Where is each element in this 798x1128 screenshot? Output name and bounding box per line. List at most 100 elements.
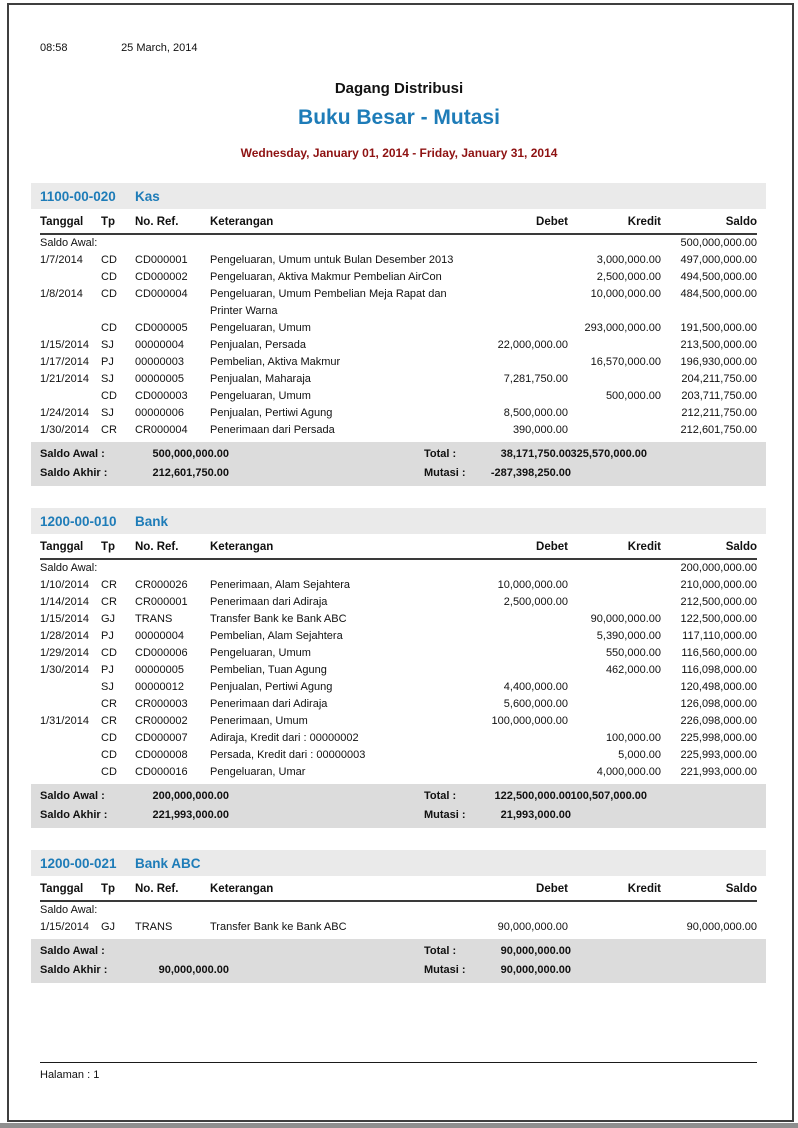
footer-divider: [40, 1062, 757, 1063]
cell-debet: [470, 286, 568, 320]
transaction-row: 1/17/2014 PJ 00000003 Pembelian, Aktiva …: [40, 354, 757, 371]
summary-saldo-awal-value: 200,000,000.00: [152, 790, 229, 802]
cell-ref: TRANS: [135, 613, 173, 625]
transaction-row: 1/15/2014 GJ TRANS Transfer Bank ke Bank…: [40, 919, 757, 936]
summary-row-2: Saldo Akhir : 212,601,750.00 Mutasi : -2…: [40, 464, 757, 483]
cell-kredit: 16,570,000.00: [590, 356, 661, 368]
cell-kredit: 100,000.00: [605, 732, 661, 744]
cell-tp: CD: [101, 288, 117, 300]
cell-ref: CR000001: [135, 596, 188, 608]
summary-mutasi-value: -287,398,250.00: [490, 467, 571, 479]
summary-mutasi-label: Mutasi :: [424, 964, 466, 976]
cell-tp: PJ: [101, 356, 114, 368]
account-name: Kas: [135, 188, 160, 204]
cell-keterangan: Penerimaan dari Adiraja: [210, 596, 328, 608]
cell-ref: 00000005: [135, 664, 184, 676]
col-tanggal: Tanggal: [40, 883, 84, 895]
summary-total-label: Total :: [424, 448, 457, 460]
opening-balance-saldo: 200,000,000.00: [680, 562, 757, 574]
table-header-row: Tanggal Tp No. Ref. Keterangan Debet Kre…: [40, 211, 757, 235]
cell-saldo: 213,500,000.00: [680, 339, 757, 351]
cell-keterangan: Pengeluaran, Umum untuk Bulan Desember 2…: [210, 254, 454, 266]
cell-debet: [470, 269, 568, 286]
cell-ref: CR000002: [135, 715, 188, 727]
summary-saldo-akhir-value: 212,601,750.00: [152, 467, 229, 479]
cell-kredit: [568, 679, 661, 696]
cell-debet: [470, 320, 568, 337]
cell-kredit: [568, 422, 661, 439]
cell-tanggal: 1/30/2014: [40, 424, 89, 436]
summary-mutasi-label: Mutasi :: [424, 809, 466, 821]
opening-balance-row: Saldo Awal:: [40, 902, 757, 919]
table-header-row: Tanggal Tp No. Ref. Keterangan Debet Kre…: [40, 536, 757, 560]
cell-keterangan: Penjualan, Pertiwi Agung: [210, 681, 333, 693]
transaction-row: 1/14/2014 CR CR000001 Penerimaan dari Ad…: [40, 594, 757, 611]
cell-kredit: 5,390,000.00: [596, 630, 661, 642]
cell-debet: [470, 730, 568, 747]
cell-debet: 4,400,000.00: [503, 681, 568, 693]
account-code: 1100-00-020: [40, 188, 116, 204]
transaction-rows: 1/10/2014 CR CR000026 Penerimaan, Alam S…: [40, 577, 757, 781]
opening-balance-label: Saldo Awal:: [40, 562, 98, 574]
cell-ref: 00000005: [135, 373, 184, 385]
cell-saldo: 196,930,000.00: [680, 356, 757, 368]
cell-tanggal: 1/7/2014: [40, 254, 83, 266]
page-bottom-edge: [0, 1123, 798, 1128]
col-ref: No. Ref.: [135, 541, 179, 553]
cell-kredit: [568, 371, 661, 388]
cell-saldo: 221,993,000.00: [680, 766, 757, 778]
cell-keterangan: Persada, Kredit dari : 00000003: [210, 749, 366, 761]
summary-row-1: Saldo Awal : 500,000,000.00 Total : 38,1…: [40, 445, 757, 464]
col-debet: Debet: [536, 216, 568, 228]
cell-tp: SJ: [101, 681, 114, 693]
cell-ref: CD000005: [135, 322, 188, 334]
cell-kredit: 462,000.00: [605, 664, 661, 676]
cell-saldo: 120,498,000.00: [680, 681, 757, 693]
cell-ref: CD000002: [135, 271, 188, 283]
account-header-band: 1100-00-020 Kas: [31, 183, 766, 209]
transaction-rows: 1/15/2014 GJ TRANS Transfer Bank ke Bank…: [40, 919, 757, 936]
cell-keterangan: Pengeluaran, Umum Pembelian Meja Rapat d…: [210, 288, 447, 317]
account-name: Bank: [135, 513, 169, 529]
cell-keterangan: Transfer Bank ke Bank ABC: [210, 921, 347, 933]
cell-tanggal: [40, 747, 101, 764]
cell-tp: CD: [101, 271, 117, 283]
cell-ref: 00000003: [135, 356, 184, 368]
cell-keterangan: Pengeluaran, Aktiva Makmur Pembelian Air…: [210, 271, 442, 283]
summary-row-1: Saldo Awal : Total : 90,000,000.00: [40, 942, 757, 961]
summary-saldo-awal-label: Saldo Awal :: [40, 448, 105, 460]
transaction-row: 1/8/2014 CD CD000004 Pengeluaran, Umum P…: [40, 286, 757, 320]
cell-tp: CD: [101, 732, 117, 744]
cell-tp: SJ: [101, 373, 114, 385]
cell-debet: 22,000,000.00: [497, 339, 568, 351]
account-section: 1200-00-021 Bank ABC Tanggal Tp No. Ref.…: [31, 850, 766, 983]
page-number: Halaman : 1: [40, 1069, 100, 1081]
cell-ref: CD000001: [135, 254, 188, 266]
cell-kredit: [568, 919, 661, 936]
company-name: Dagang Distribusi: [334, 80, 464, 97]
cell-debet: [470, 611, 568, 628]
cell-debet: 5,600,000.00: [503, 698, 568, 710]
print-meta: 08:58 25 March, 2014: [40, 42, 198, 54]
cell-tp: SJ: [101, 407, 114, 419]
cell-ref: 00000004: [135, 630, 184, 642]
transaction-row: CD CD000016 Pengeluaran, Umar 4,000,000.…: [40, 764, 757, 781]
summary-saldo-akhir-label: Saldo Akhir :: [40, 809, 108, 821]
cell-kredit: [568, 405, 661, 422]
transaction-row: 1/10/2014 CR CR000026 Penerimaan, Alam S…: [40, 577, 757, 594]
cell-tanggal: [40, 764, 101, 781]
cell-saldo: 122,500,000.00: [680, 613, 757, 625]
cell-kredit: 3,000,000.00: [596, 254, 661, 266]
cell-debet: [470, 662, 568, 679]
transaction-row: CR CR000003 Penerimaan dari Adiraja 5,60…: [40, 696, 757, 713]
account-header-band: 1200-00-010 Bank: [31, 508, 766, 534]
col-debet: Debet: [536, 541, 568, 553]
cell-kredit: [568, 337, 661, 354]
cell-saldo: 116,560,000.00: [681, 647, 757, 659]
cell-saldo: 212,601,750.00: [680, 424, 757, 436]
summary-saldo-awal-value: 500,000,000.00: [152, 448, 229, 460]
col-debet: Debet: [536, 883, 568, 895]
cell-saldo: 484,500,000.00: [680, 288, 757, 300]
cell-kredit: 500,000.00: [605, 390, 661, 402]
cell-tanggal: [40, 388, 101, 405]
